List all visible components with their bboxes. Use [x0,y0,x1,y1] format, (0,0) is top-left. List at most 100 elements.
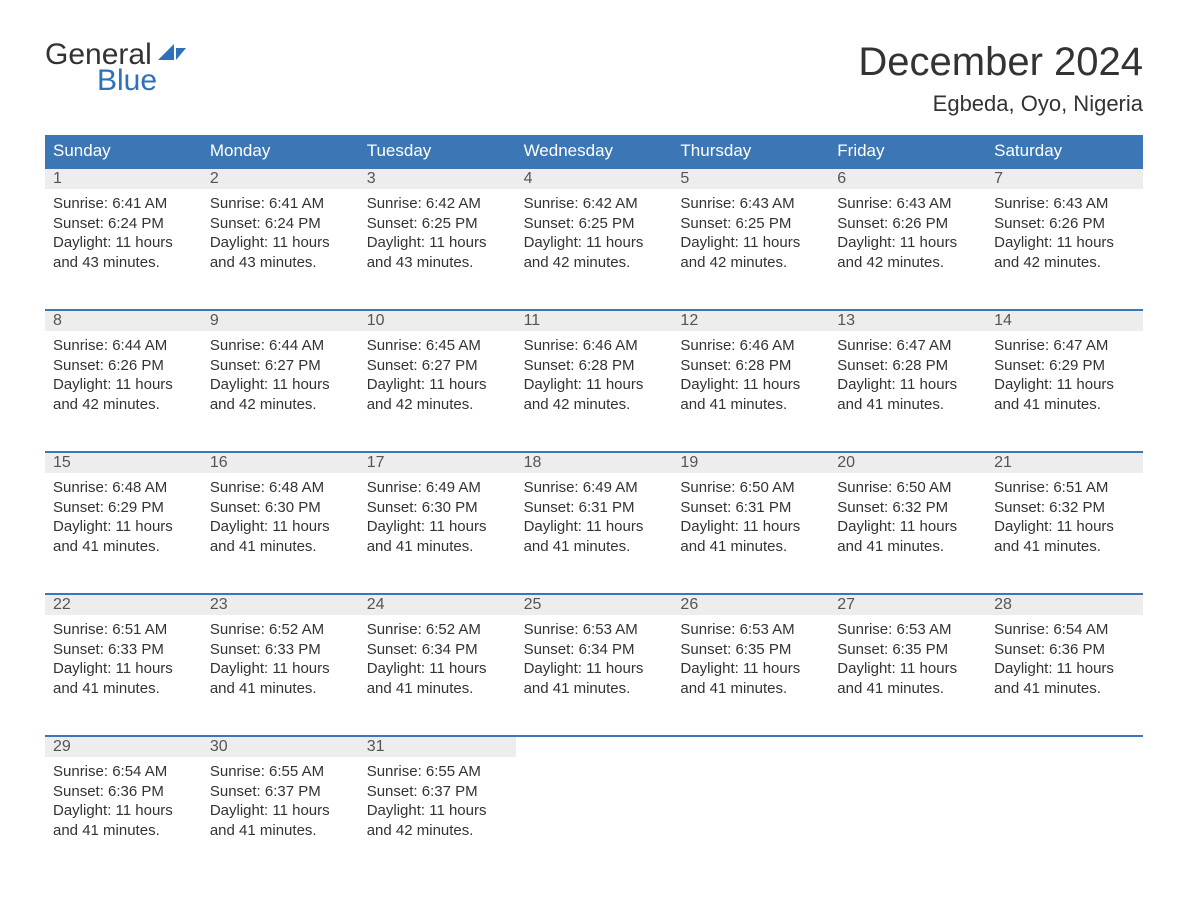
cell-body: Sunrise: 6:48 AMSunset: 6:30 PMDaylight:… [202,473,359,560]
cell-line-sunrise: Sunrise: 6:49 AM [524,478,665,498]
cell-line-sunset: Sunset: 6:28 PM [524,356,665,376]
cell-line-sunrise: Sunrise: 6:44 AM [53,336,194,356]
cell-line-dl2: and 42 minutes. [524,395,665,415]
calendar-cell [986,737,1143,855]
calendar-cell: 19Sunrise: 6:50 AMSunset: 6:31 PMDayligh… [672,453,829,571]
cell-line-dl2: and 41 minutes. [837,537,978,557]
cell-line-dl1: Daylight: 11 hours [837,517,978,537]
cell-line-dl1: Daylight: 11 hours [367,233,508,253]
calendar-cell: 30Sunrise: 6:55 AMSunset: 6:37 PMDayligh… [202,737,359,855]
cell-line-dl1: Daylight: 11 hours [837,659,978,679]
cell-line-sunset: Sunset: 6:37 PM [210,782,351,802]
cell-line-dl2: and 42 minutes. [524,253,665,273]
cell-line-sunrise: Sunrise: 6:53 AM [680,620,821,640]
date-number: 15 [45,453,202,473]
day-header-thursday: Thursday [672,135,829,167]
cell-body: Sunrise: 6:49 AMSunset: 6:31 PMDaylight:… [516,473,673,560]
cell-body: Sunrise: 6:45 AMSunset: 6:27 PMDaylight:… [359,331,516,418]
cell-line-sunset: Sunset: 6:25 PM [367,214,508,234]
calendar-cell: 14 Sunrise: 6:47 AMSunset: 6:29 PMDayligh… [986,311,1143,429]
cell-line-sunset: Sunset: 6:31 PM [524,498,665,518]
date-number: 5 [672,169,829,189]
location-text: Egbeda, Oyo, Nigeria [858,91,1143,117]
calendar: Sunday Monday Tuesday Wednesday Thursday… [45,135,1143,855]
date-number: 27 [829,595,986,615]
date-number: 7 [986,169,1143,189]
date-number: 14 [986,311,1143,331]
cell-line-sunrise: Sunrise: 6:42 AM [367,194,508,214]
calendar-cell: 11Sunrise: 6:46 AMSunset: 6:28 PMDayligh… [516,311,673,429]
cell-line-dl1: Daylight: 11 hours [53,233,194,253]
cell-line-sunset: Sunset: 6:36 PM [53,782,194,802]
cell-body: Sunrise: 6:42 AMSunset: 6:25 PMDaylight:… [516,189,673,276]
cell-line-sunrise: Sunrise: 6:47 AM [994,336,1135,356]
cell-line-dl2: and 42 minutes. [837,253,978,273]
page-header: General Blue December 2024 Egbeda, Oyo, … [45,40,1143,117]
date-number: 28 [986,595,1143,615]
cell-line-dl1: Daylight: 11 hours [367,375,508,395]
calendar-cell: 9Sunrise: 6:44 AMSunset: 6:27 PMDaylight… [202,311,359,429]
calendar-cell: 18Sunrise: 6:49 AMSunset: 6:31 PMDayligh… [516,453,673,571]
cell-line-dl2: and 41 minutes. [837,395,978,415]
cell-line-dl2: and 41 minutes. [53,821,194,841]
date-number: 16 [202,453,359,473]
cell-line-sunset: Sunset: 6:25 PM [680,214,821,234]
cell-line-sunset: Sunset: 6:28 PM [680,356,821,376]
calendar-cell [516,737,673,855]
calendar-cell: 16Sunrise: 6:48 AMSunset: 6:30 PMDayligh… [202,453,359,571]
date-number: 19 [672,453,829,473]
cell-line-sunset: Sunset: 6:32 PM [837,498,978,518]
cell-line-dl1: Daylight: 11 hours [524,517,665,537]
cell-line-sunrise: Sunrise: 6:43 AM [837,194,978,214]
cell-line-dl2: and 41 minutes. [367,679,508,699]
cell-line-sunrise: Sunrise: 6:55 AM [367,762,508,782]
cell-line-sunrise: Sunrise: 6:44 AM [210,336,351,356]
cell-line-dl1: Daylight: 11 hours [367,659,508,679]
cell-body: Sunrise: 6:55 AMSunset: 6:37 PMDaylight:… [202,757,359,844]
date-number: 25 [516,595,673,615]
day-header-friday: Friday [829,135,986,167]
date-number: 1 [45,169,202,189]
month-title: December 2024 [858,40,1143,85]
cell-line-dl1: Daylight: 11 hours [53,659,194,679]
cell-line-dl1: Daylight: 11 hours [680,517,821,537]
cell-line-dl1: Daylight: 11 hours [994,375,1135,395]
calendar-cell: 2Sunrise: 6:41 AMSunset: 6:24 PMDaylight… [202,169,359,287]
cell-line-sunrise: Sunrise: 6:43 AM [994,194,1135,214]
cell-line-dl2: and 42 minutes. [53,395,194,415]
calendar-cell [672,737,829,855]
cell-body: Sunrise: 6:47 AMSunset: 6:28 PMDaylight:… [829,331,986,418]
calendar-cell: 23Sunrise: 6:52 AMSunset: 6:33 PMDayligh… [202,595,359,713]
cell-body: Sunrise: 6:41 AMSunset: 6:24 PMDaylight:… [202,189,359,276]
cell-body: Sunrise: 6:53 AMSunset: 6:35 PMDaylight:… [829,615,986,702]
date-number: 26 [672,595,829,615]
cell-body: Sunrise: 6:52 AMSunset: 6:34 PMDaylight:… [359,615,516,702]
calendar-cell: 7Sunrise: 6:43 AMSunset: 6:26 PMDaylight… [986,169,1143,287]
cell-line-dl2: and 43 minutes. [210,253,351,273]
cell-line-dl2: and 41 minutes. [680,395,821,415]
cell-line-dl1: Daylight: 11 hours [837,375,978,395]
calendar-cell [829,737,986,855]
cell-body: Sunrise: 6:43 AMSunset: 6:26 PMDaylight:… [829,189,986,276]
date-number: 10 [359,311,516,331]
calendar-week: 29Sunrise: 6:54 AMSunset: 6:36 PMDayligh… [45,735,1143,855]
cell-body: Sunrise: 6:43 AMSunset: 6:26 PMDaylight:… [986,189,1143,276]
date-number: 22 [45,595,202,615]
cell-line-sunrise: Sunrise: 6:42 AM [524,194,665,214]
cell-line-dl1: Daylight: 11 hours [210,233,351,253]
cell-line-dl1: Daylight: 11 hours [680,375,821,395]
cell-line-sunrise: Sunrise: 6:46 AM [680,336,821,356]
cell-line-sunset: Sunset: 6:34 PM [367,640,508,660]
calendar-cell: 25Sunrise: 6:53 AMSunset: 6:34 PMDayligh… [516,595,673,713]
cell-line-dl2: and 42 minutes. [680,253,821,273]
cell-line-dl2: and 41 minutes. [837,679,978,699]
cell-line-sunrise: Sunrise: 6:50 AM [680,478,821,498]
cell-line-dl2: and 41 minutes. [367,537,508,557]
cell-line-dl1: Daylight: 11 hours [53,375,194,395]
date-number: 2 [202,169,359,189]
cell-line-sunrise: Sunrise: 6:54 AM [53,762,194,782]
cell-line-dl1: Daylight: 11 hours [524,233,665,253]
cell-line-sunset: Sunset: 6:29 PM [994,356,1135,376]
cell-line-sunset: Sunset: 6:25 PM [524,214,665,234]
cell-line-sunrise: Sunrise: 6:52 AM [210,620,351,640]
